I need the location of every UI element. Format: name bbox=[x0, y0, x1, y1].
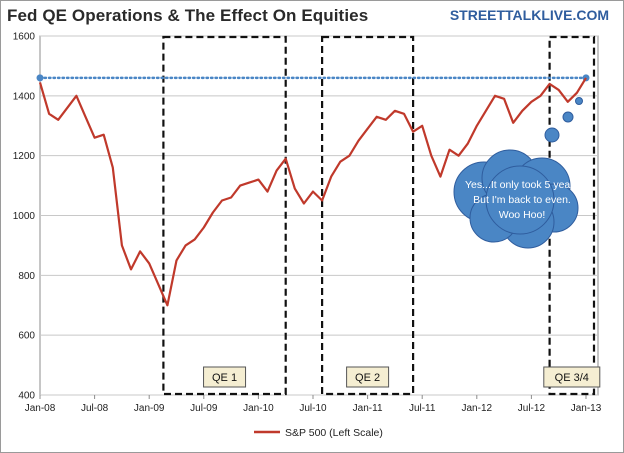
qe-period-box bbox=[321, 35, 415, 396]
callout-bubble bbox=[562, 111, 574, 123]
y-tick-label: 400 bbox=[18, 391, 35, 402]
callout-group: Yes...It only took 5 years But I'm back t… bbox=[453, 97, 583, 249]
qe-period-box bbox=[162, 35, 287, 396]
x-tick-label: Jul-11 bbox=[409, 403, 436, 414]
x-tick-label: Jan-09 bbox=[134, 403, 165, 414]
qe-label: QE 2 bbox=[355, 372, 380, 384]
callout-text: Woo Hoo! bbox=[499, 209, 546, 221]
qe-period-box bbox=[548, 35, 596, 396]
qe-label: QE 1 bbox=[212, 372, 237, 384]
x-tick-label: Jul-10 bbox=[299, 403, 327, 414]
y-tick-label: 800 bbox=[18, 271, 35, 282]
x-tick-label: Jul-12 bbox=[518, 403, 546, 414]
callout-cloud-part bbox=[485, 165, 555, 235]
legend-group: S&P 500 (Left Scale) bbox=[254, 427, 383, 439]
y-axis-labels: 400 600 800 1000 1200 1400 1600 bbox=[13, 32, 36, 402]
callout-text: Yes...It only took 5 years bbox=[465, 179, 579, 191]
chart-title: Fed QE Operations & The Effect On Equiti… bbox=[7, 6, 369, 25]
callout-bubble bbox=[544, 127, 560, 143]
y-tick-label: 1200 bbox=[13, 151, 36, 162]
brand-label: STREETTALKLIVE.COM bbox=[449, 7, 609, 23]
y-tick-label: 1600 bbox=[13, 32, 36, 43]
qe-label-box bbox=[203, 366, 247, 388]
x-tick-label: Jan-10 bbox=[243, 403, 274, 414]
callout-text: But I'm back to even. bbox=[473, 194, 571, 206]
callout-bubble bbox=[575, 97, 583, 105]
x-tick-label: Jul-09 bbox=[190, 403, 218, 414]
sp500-line bbox=[38, 77, 587, 307]
reference-marker-start bbox=[36, 74, 44, 82]
x-tick-label: Jan-13 bbox=[571, 403, 602, 414]
series-group bbox=[38, 77, 587, 307]
reference-line-group bbox=[36, 74, 590, 82]
x-tick-label: Jan-12 bbox=[462, 403, 493, 414]
y-tick-label: 600 bbox=[18, 331, 35, 342]
qe-label-box bbox=[346, 366, 390, 388]
qe-label: QE 3/4 bbox=[555, 372, 589, 384]
x-tick-label: Jul-08 bbox=[81, 403, 109, 414]
y-tick-label: 1000 bbox=[13, 211, 36, 222]
legend-label: S&P 500 (Left Scale) bbox=[285, 427, 383, 439]
qe-period-boxes: QE 1 QE 2 QE 3/4 bbox=[162, 35, 601, 396]
qe-label-box bbox=[543, 366, 601, 388]
x-tick-label: Jan-11 bbox=[353, 403, 383, 414]
x-axis-labels: Jan-08 Jul-08 Jan-09 Jul-09 Jan-10 Jul-10 Jan-… bbox=[25, 403, 602, 414]
x-tick-label: Jan-08 bbox=[25, 403, 56, 414]
y-tick-label: 1400 bbox=[13, 91, 36, 102]
